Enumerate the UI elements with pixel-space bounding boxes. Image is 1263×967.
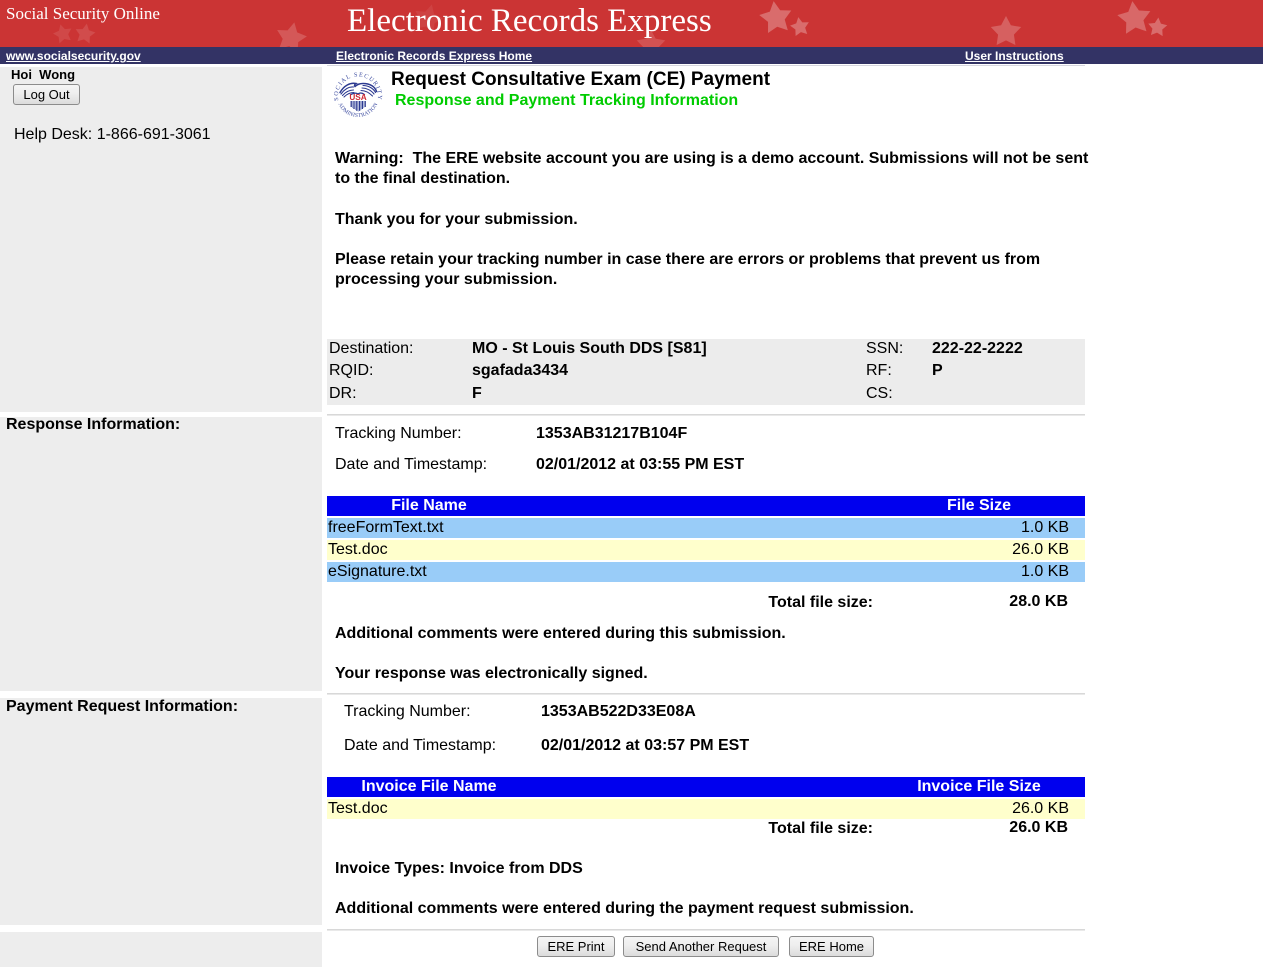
svg-text:USA: USA — [349, 93, 366, 102]
